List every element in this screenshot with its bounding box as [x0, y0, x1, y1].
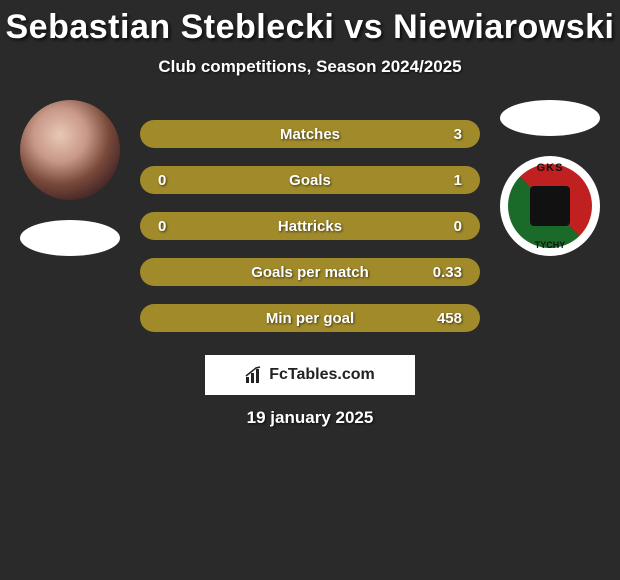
stat-bar: Min per goal458 — [140, 304, 480, 332]
stat-bar: Matches3 — [140, 120, 480, 148]
stat-right-value: 0.33 — [412, 264, 462, 281]
stat-left-value: 0 — [158, 218, 208, 235]
badge-center — [530, 186, 570, 226]
stat-right-value: 1 — [412, 172, 462, 189]
watermark: FcTables.com — [205, 355, 415, 395]
stat-bar: Goals per match0.33 — [140, 258, 480, 286]
stat-bar: 0Hattricks0 — [140, 212, 480, 240]
stat-left-value: 0 — [158, 172, 208, 189]
stat-label: Hattricks — [208, 218, 412, 235]
left-player-avatar — [20, 100, 120, 200]
right-player-avatar — [500, 100, 600, 136]
stat-bar: 0Goals1 — [140, 166, 480, 194]
badge-text-bottom: TYCHY — [500, 240, 600, 250]
stat-right-value: 458 — [412, 310, 462, 327]
left-player-column — [10, 100, 130, 256]
stat-right-value: 3 — [412, 126, 462, 143]
page-subtitle: Club competitions, Season 2024/2025 — [0, 57, 620, 77]
badge-inner — [508, 164, 592, 248]
right-player-column: GKS TYCHY — [490, 100, 610, 256]
page-title: Sebastian Steblecki vs Niewiarowski — [0, 0, 620, 47]
left-team-badge — [20, 220, 120, 256]
badge-text-top: GKS — [500, 162, 600, 174]
stat-label: Matches — [208, 126, 412, 143]
watermark-text: FcTables.com — [269, 366, 375, 384]
right-team-badge: GKS TYCHY — [500, 156, 600, 256]
stat-right-value: 0 — [412, 218, 462, 235]
watermark-chart-icon — [245, 366, 263, 384]
stat-label: Goals — [208, 172, 412, 189]
stats-bars: Matches30Goals10Hattricks0Goals per matc… — [140, 120, 480, 332]
stat-label: Goals per match — [208, 264, 412, 281]
footer-date: 19 january 2025 — [0, 408, 620, 428]
stat-label: Min per goal — [208, 310, 412, 327]
